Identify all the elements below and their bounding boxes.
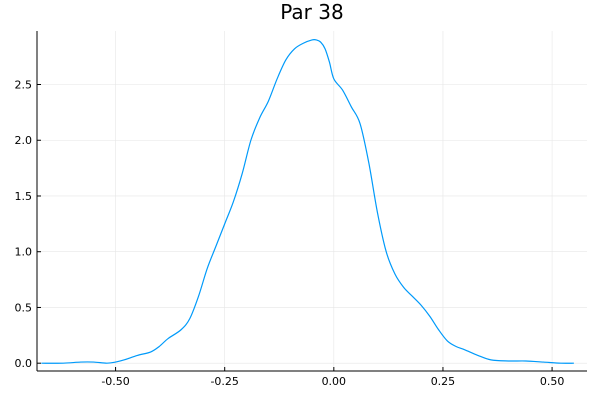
y-tick-label: 2.0: [15, 134, 33, 147]
y-tick-label: 2.5: [15, 79, 33, 92]
density-line: [41, 38, 574, 364]
series-lines: [41, 38, 574, 364]
y-tick-label: 1.0: [15, 246, 33, 259]
tick-labels: -0.50 -0.25 0.00 0.25 0.50 0.0 0.5 1.0 1.5 2.0 2.5: [15, 79, 565, 388]
x-tick-label: 0.50: [540, 375, 565, 388]
x-tick-label: 0.00: [322, 375, 347, 388]
x-tick-label: -0.25: [210, 375, 238, 388]
x-tick-label: 0.25: [431, 375, 456, 388]
grid-lines: [37, 31, 587, 371]
y-tick-label: 0.5: [15, 301, 33, 314]
axes: [36, 31, 587, 372]
y-tick-label: 1.5: [15, 190, 33, 203]
chart-title: Par 38: [280, 0, 343, 24]
x-tick-label: -0.50: [101, 375, 129, 388]
y-tick-label: 0.0: [15, 357, 33, 370]
